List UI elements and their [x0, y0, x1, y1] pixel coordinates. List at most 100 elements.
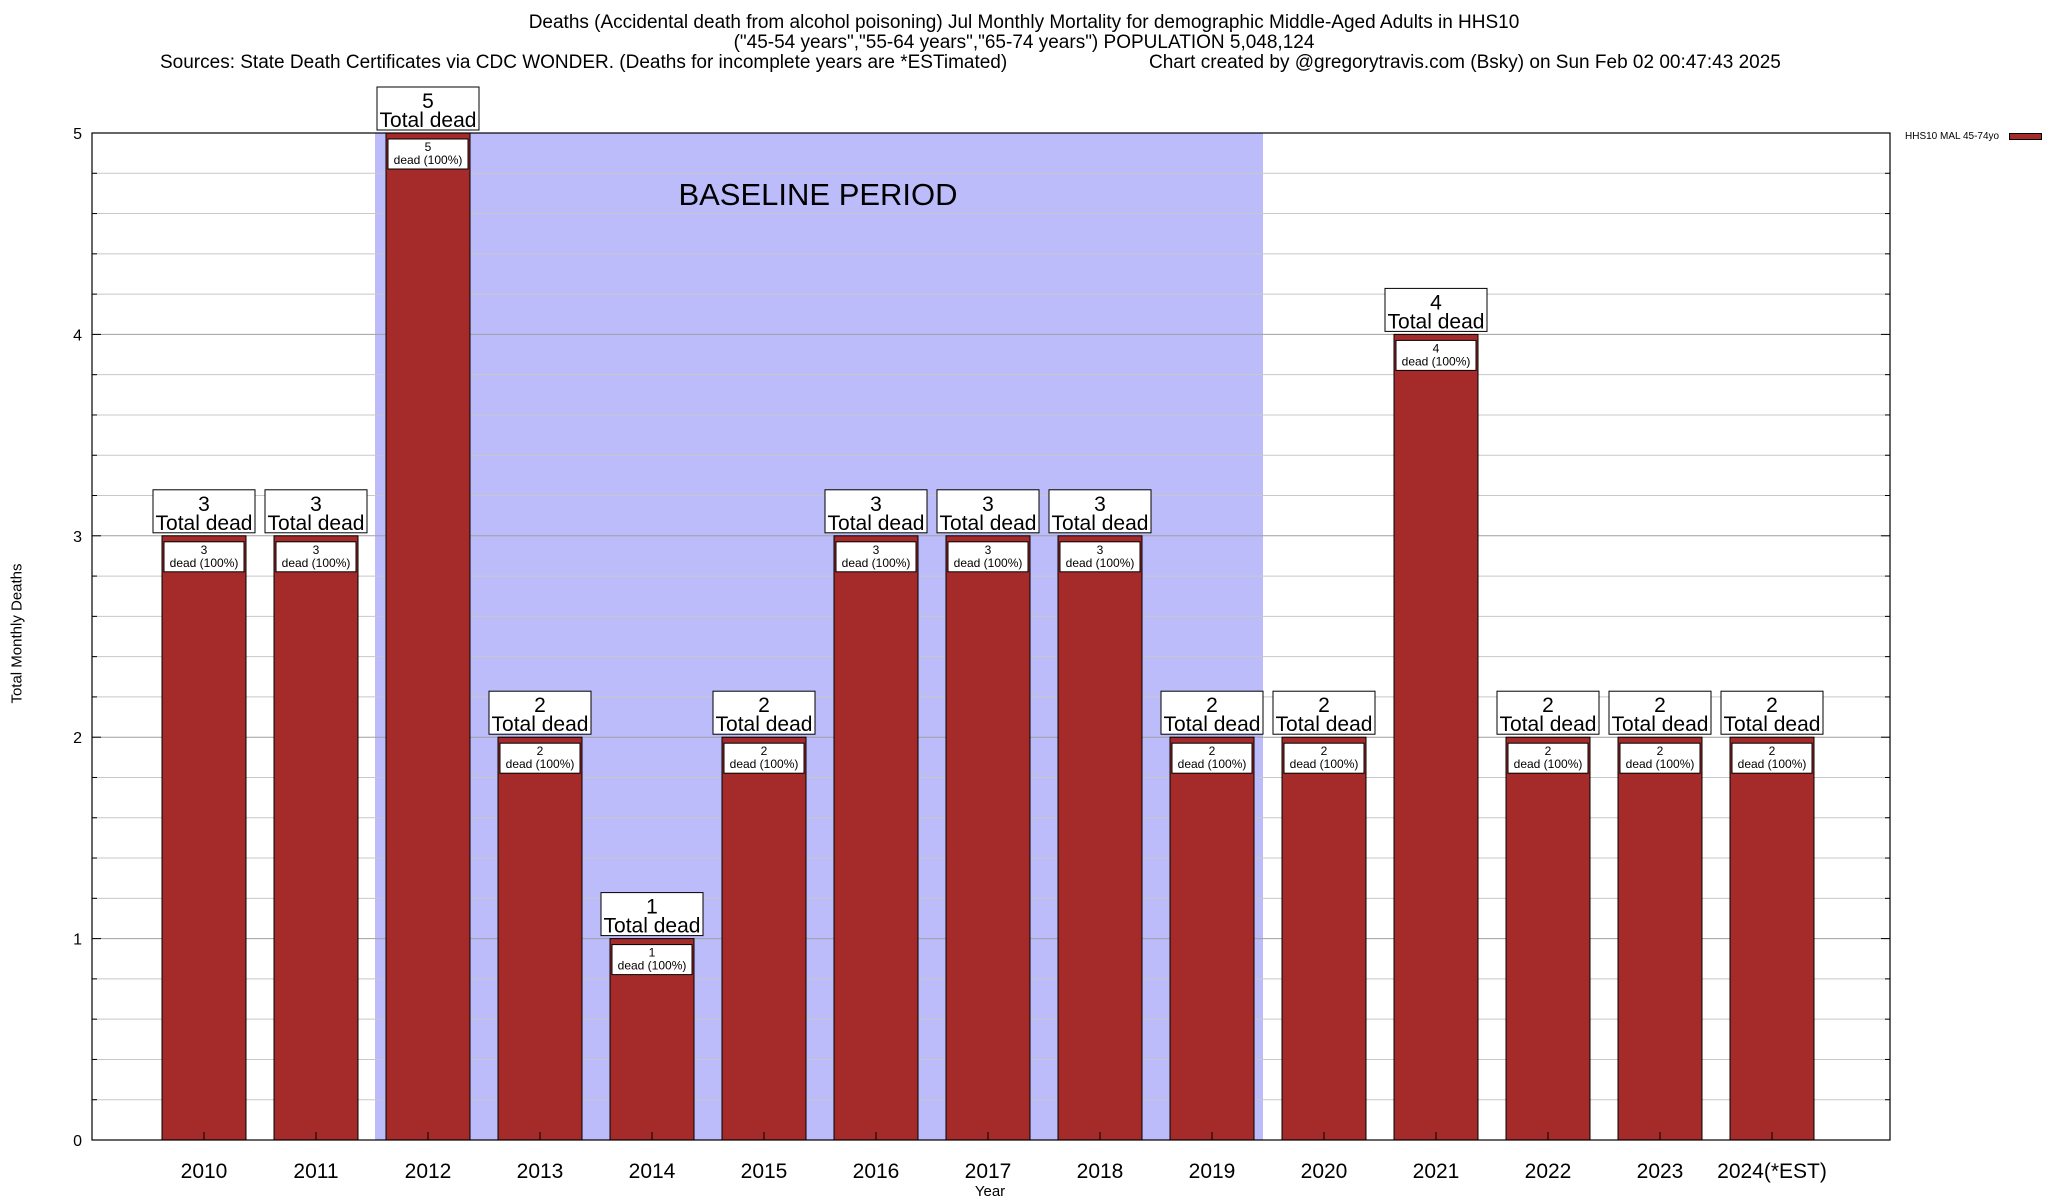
bar-inner-percent-label: dead (100%): [506, 757, 575, 771]
bar-inner-label-box: [499, 742, 581, 774]
bar-inner-value-label: 3: [313, 543, 320, 557]
bar-inner-label-box: [723, 742, 805, 774]
bar-total-value-label: 3: [198, 493, 210, 516]
bar: [1057, 535, 1143, 1141]
bar-total-value-label: 2: [1542, 694, 1554, 717]
x-axis-label: Year: [974, 1183, 1006, 1200]
bar-inner-percent-label: dead (100%): [1626, 757, 1695, 771]
bar-inner-label-box: [1395, 339, 1477, 371]
bar-inner-percent-label: dead (100%): [954, 556, 1023, 570]
bar-inner-value-label: 3: [873, 543, 880, 557]
bar-total-value-label: 3: [1094, 493, 1106, 516]
bar: [1729, 736, 1815, 1141]
bar: [497, 736, 583, 1141]
bar: [1393, 333, 1479, 1141]
x-tick-label: 2011: [293, 1160, 338, 1183]
bar-inner-percent-label: dead (100%): [1178, 757, 1247, 771]
bar-inner-value-label: 2: [537, 744, 544, 758]
bar-inner-percent-label: dead (100%): [394, 153, 463, 167]
legend-label: HHS10 MAL 45-74yo: [1905, 131, 2000, 142]
baseline-period-label: BASELINE PERIOD: [678, 177, 957, 212]
bar-total-suffix-label: Total dead: [716, 713, 813, 736]
bar-inner-value-label: 3: [201, 543, 208, 557]
bar-inner-value-label: 2: [761, 744, 768, 758]
bar-total-label-box: [936, 489, 1040, 534]
bar-inner-percent-label: dead (100%): [1402, 354, 1471, 368]
chart-title-line-2: ("45-54 years","55-64 years","65-74 year…: [733, 32, 1315, 53]
bar-total-suffix-label: Total dead: [1388, 310, 1485, 333]
y-tick-label: 3: [73, 529, 82, 546]
x-tick-label: 2023: [1637, 1160, 1684, 1183]
bar-inner-label-box: [947, 541, 1029, 573]
bar-inner-label-box: [611, 944, 693, 976]
bar-total-value-label: 2: [1318, 694, 1330, 717]
bar: [1617, 736, 1703, 1141]
bar-inner-label-box: [1171, 742, 1253, 774]
bar-inner-value-label: 4: [1433, 341, 1440, 355]
chart-credit: Chart created by @gregorytravis.com (Bsk…: [1149, 52, 1781, 73]
bar-total-value-label: 1: [646, 896, 658, 919]
bar-total-label-box: [152, 489, 256, 534]
bar-inner-label-box: [1619, 742, 1701, 774]
y-axis-label: Total Monthly Deaths: [8, 563, 26, 704]
bar: [1169, 736, 1255, 1141]
bar-inner-percent-label: dead (100%): [1514, 757, 1583, 771]
y-tick-label: 2: [73, 730, 82, 747]
bar-total-value-label: 3: [870, 493, 882, 516]
bar-total-label-box: [488, 690, 592, 735]
bar-total-label-box: [376, 86, 480, 131]
bar-inner-value-label: 1: [649, 946, 656, 960]
bar-inner-value-label: 2: [1657, 744, 1664, 758]
bar-total-suffix-label: Total dead: [492, 713, 589, 736]
y-tick-label: 4: [73, 327, 82, 344]
x-tick-label: 2021: [1413, 1160, 1460, 1183]
bar-total-value-label: 2: [534, 694, 546, 717]
bar: [721, 736, 807, 1141]
bar: [1505, 736, 1591, 1141]
bar: [945, 535, 1031, 1141]
bar-inner-value-label: 2: [1209, 744, 1216, 758]
bar-total-suffix-label: Total dead: [1164, 713, 1261, 736]
bar-inner-value-label: 3: [1097, 543, 1104, 557]
bar-total-value-label: 3: [310, 493, 322, 516]
bar-total-suffix-label: Total dead: [1276, 713, 1373, 736]
bar-total-label-box: [712, 690, 816, 735]
y-tick-label: 1: [73, 932, 82, 949]
x-tick-label: 2017: [965, 1160, 1012, 1183]
bar-inner-percent-label: dead (100%): [170, 556, 239, 570]
bar-total-suffix-label: Total dead: [1724, 713, 1821, 736]
y-tick-label: 0: [73, 1133, 82, 1150]
bar-total-value-label: 4: [1430, 291, 1442, 314]
bar-total-label-box: [1720, 690, 1824, 735]
bar-total-value-label: 3: [982, 493, 994, 516]
bar-inner-percent-label: dead (100%): [1738, 757, 1807, 771]
bar-total-value-label: 2: [1206, 694, 1218, 717]
bar-total-label-box: [824, 489, 928, 534]
chart-sources-line: Sources: State Death Certificates via CD…: [160, 52, 1008, 73]
x-tick-label: 2018: [1077, 1160, 1124, 1183]
x-tick-label: 2016: [853, 1160, 900, 1183]
x-tick-label: 2024(*EST): [1717, 1160, 1827, 1183]
bar-total-value-label: 2: [1654, 694, 1666, 717]
bar-total-label-box: [1384, 287, 1488, 332]
x-tick-label: 2012: [405, 1160, 452, 1183]
x-tick-label: 2020: [1301, 1160, 1348, 1183]
bar-inner-percent-label: dead (100%): [282, 556, 351, 570]
x-tick-label: 2022: [1525, 1160, 1572, 1183]
x-tick-label: 2019: [1189, 1160, 1236, 1183]
x-tick-label: 2013: [517, 1160, 564, 1183]
bar-inner-label-box: [163, 541, 245, 573]
bar-inner-percent-label: dead (100%): [1290, 757, 1359, 771]
bar: [161, 535, 247, 1141]
bar-inner-percent-label: dead (100%): [842, 556, 911, 570]
bar-total-suffix-label: Total dead: [1052, 512, 1149, 535]
bar-inner-label-box: [387, 138, 469, 170]
legend-swatch: [2009, 133, 2043, 140]
bar: [1281, 736, 1367, 1141]
bar-total-suffix-label: Total dead: [268, 512, 365, 535]
legend: HHS10 MAL 45-74yo: [1905, 131, 2043, 142]
bar-inner-label-box: [1059, 541, 1141, 573]
bar-total-suffix-label: Total dead: [1500, 713, 1597, 736]
bar-total-suffix-label: Total dead: [940, 512, 1037, 535]
